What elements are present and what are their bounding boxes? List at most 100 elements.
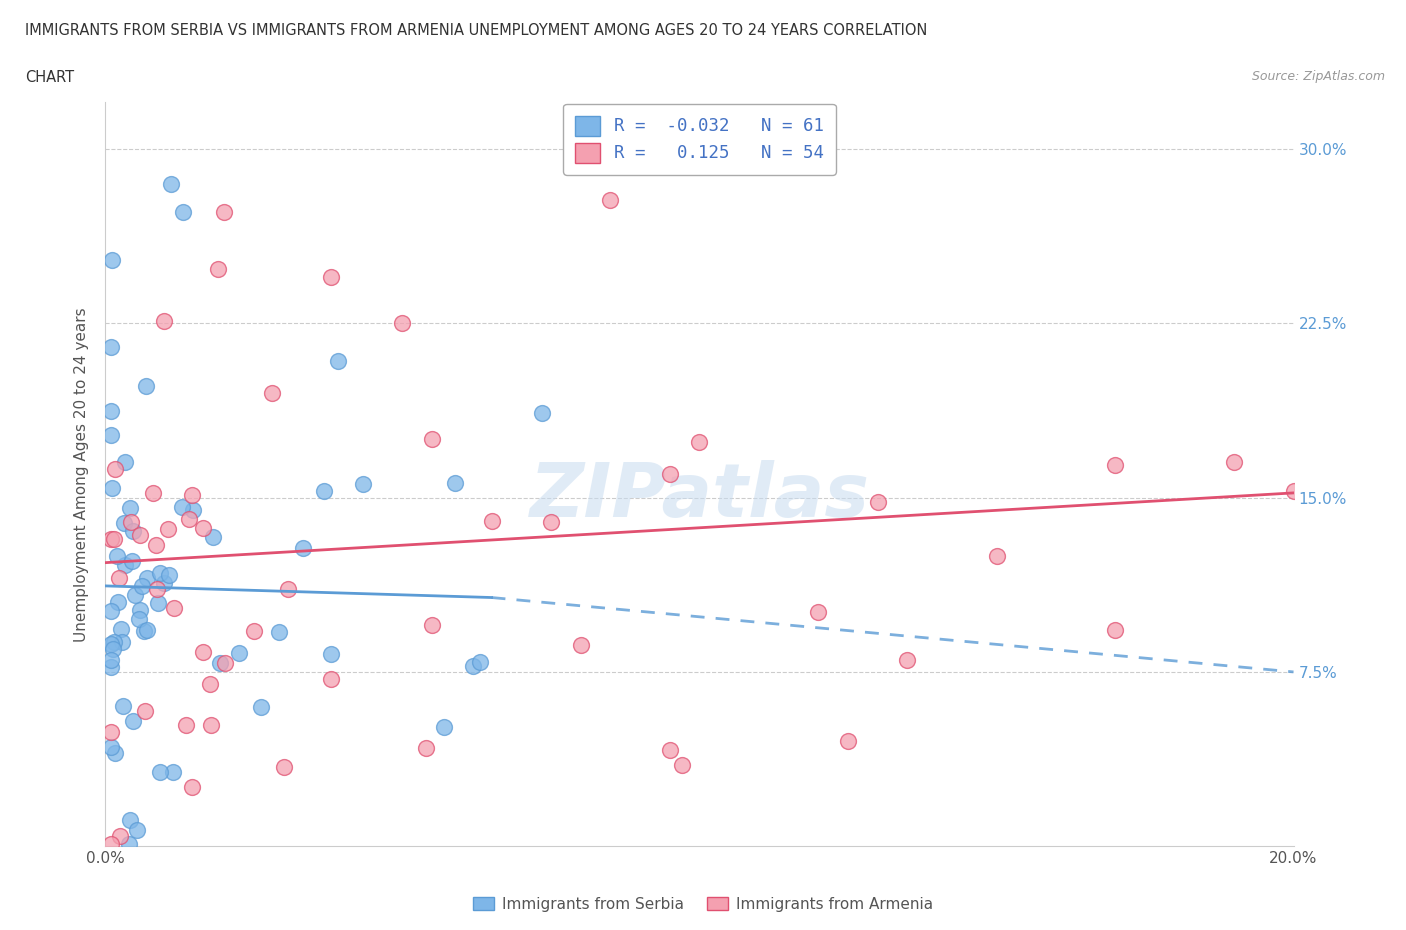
Point [153, 576, 176, 591]
Point [481, 513, 503, 528]
Point [157, 521, 180, 536]
Point [149, 764, 172, 779]
Point [866, 495, 889, 510]
Point [159, 177, 181, 192]
Point [100, 652, 122, 667]
Point [267, 625, 290, 640]
Point [391, 316, 413, 331]
Point [658, 467, 681, 482]
Point [111, 698, 134, 713]
Point [103, 635, 125, 650]
Point [134, 703, 156, 718]
Point [128, 603, 150, 618]
Point [145, 538, 167, 552]
Text: ZIPatlas: ZIPatlas [530, 460, 869, 533]
Point [1223, 455, 1246, 470]
Point [260, 386, 283, 401]
Point [162, 601, 184, 616]
Point [183, 503, 205, 518]
Point [118, 837, 141, 852]
Point [352, 477, 374, 492]
Point [1104, 623, 1126, 638]
Point [443, 475, 465, 490]
Point [277, 581, 299, 596]
Point [104, 745, 127, 760]
Point [129, 528, 152, 543]
Point [170, 499, 193, 514]
Point [321, 270, 343, 285]
Point [214, 205, 236, 219]
Point [177, 512, 200, 527]
Point [146, 581, 169, 596]
Point [135, 570, 157, 585]
Point [110, 829, 132, 844]
Point [122, 713, 145, 728]
Point [242, 623, 264, 638]
Point [101, 642, 124, 657]
Point [214, 656, 236, 671]
Point [100, 659, 122, 674]
Point [420, 618, 443, 632]
Legend: Immigrants from Serbia, Immigrants from Armenia: Immigrants from Serbia, Immigrants from … [467, 890, 939, 918]
Point [470, 655, 492, 670]
Point [201, 529, 224, 544]
Point [105, 549, 128, 564]
Point [191, 521, 214, 536]
Point [896, 653, 918, 668]
Point [131, 578, 153, 593]
Text: CHART: CHART [25, 70, 75, 85]
Point [1282, 483, 1305, 498]
Point [118, 501, 141, 516]
Point [180, 488, 202, 503]
Point [108, 571, 131, 586]
Point [273, 759, 295, 774]
Text: IMMIGRANTS FROM SERBIA VS IMMIGRANTS FROM ARMENIA UNEMPLOYMENT AMONG AGES 20 TO : IMMIGRANTS FROM SERBIA VS IMMIGRANTS FRO… [25, 23, 928, 38]
Point [132, 624, 155, 639]
Point [658, 743, 681, 758]
Point [125, 822, 148, 837]
Point [162, 764, 184, 779]
Point [228, 645, 250, 660]
Point [114, 558, 136, 573]
Point [122, 524, 145, 538]
Point [135, 379, 157, 393]
Point [433, 720, 456, 735]
Point [100, 739, 122, 754]
Point [198, 677, 221, 692]
Point [599, 193, 621, 207]
Point [100, 604, 122, 618]
Point [128, 612, 150, 627]
Point [114, 516, 136, 531]
Point [103, 531, 125, 546]
Point [326, 353, 349, 368]
Point [207, 261, 229, 276]
Point [321, 671, 343, 686]
Point [531, 405, 554, 420]
Point [121, 553, 143, 568]
Point [142, 485, 165, 500]
Point [100, 636, 122, 651]
Point [415, 740, 437, 755]
Point [671, 757, 693, 772]
Point [146, 596, 169, 611]
Point [111, 634, 134, 649]
Point [986, 549, 1008, 564]
Point [420, 432, 443, 447]
Point [100, 724, 122, 739]
Point [100, 404, 122, 418]
Point [172, 205, 194, 219]
Point [180, 779, 202, 794]
Point [153, 313, 176, 328]
Point [463, 659, 485, 674]
Point [191, 644, 214, 659]
Text: Source: ZipAtlas.com: Source: ZipAtlas.com [1251, 70, 1385, 83]
Point [100, 837, 122, 852]
Point [114, 455, 136, 470]
Point [135, 623, 157, 638]
Legend: R =  -0.032   N = 61, R =   0.125   N = 54: R = -0.032 N = 61, R = 0.125 N = 54 [564, 103, 835, 175]
Point [689, 435, 711, 450]
Point [807, 604, 830, 619]
Point [200, 717, 222, 732]
Point [157, 567, 180, 582]
Point [124, 588, 146, 603]
